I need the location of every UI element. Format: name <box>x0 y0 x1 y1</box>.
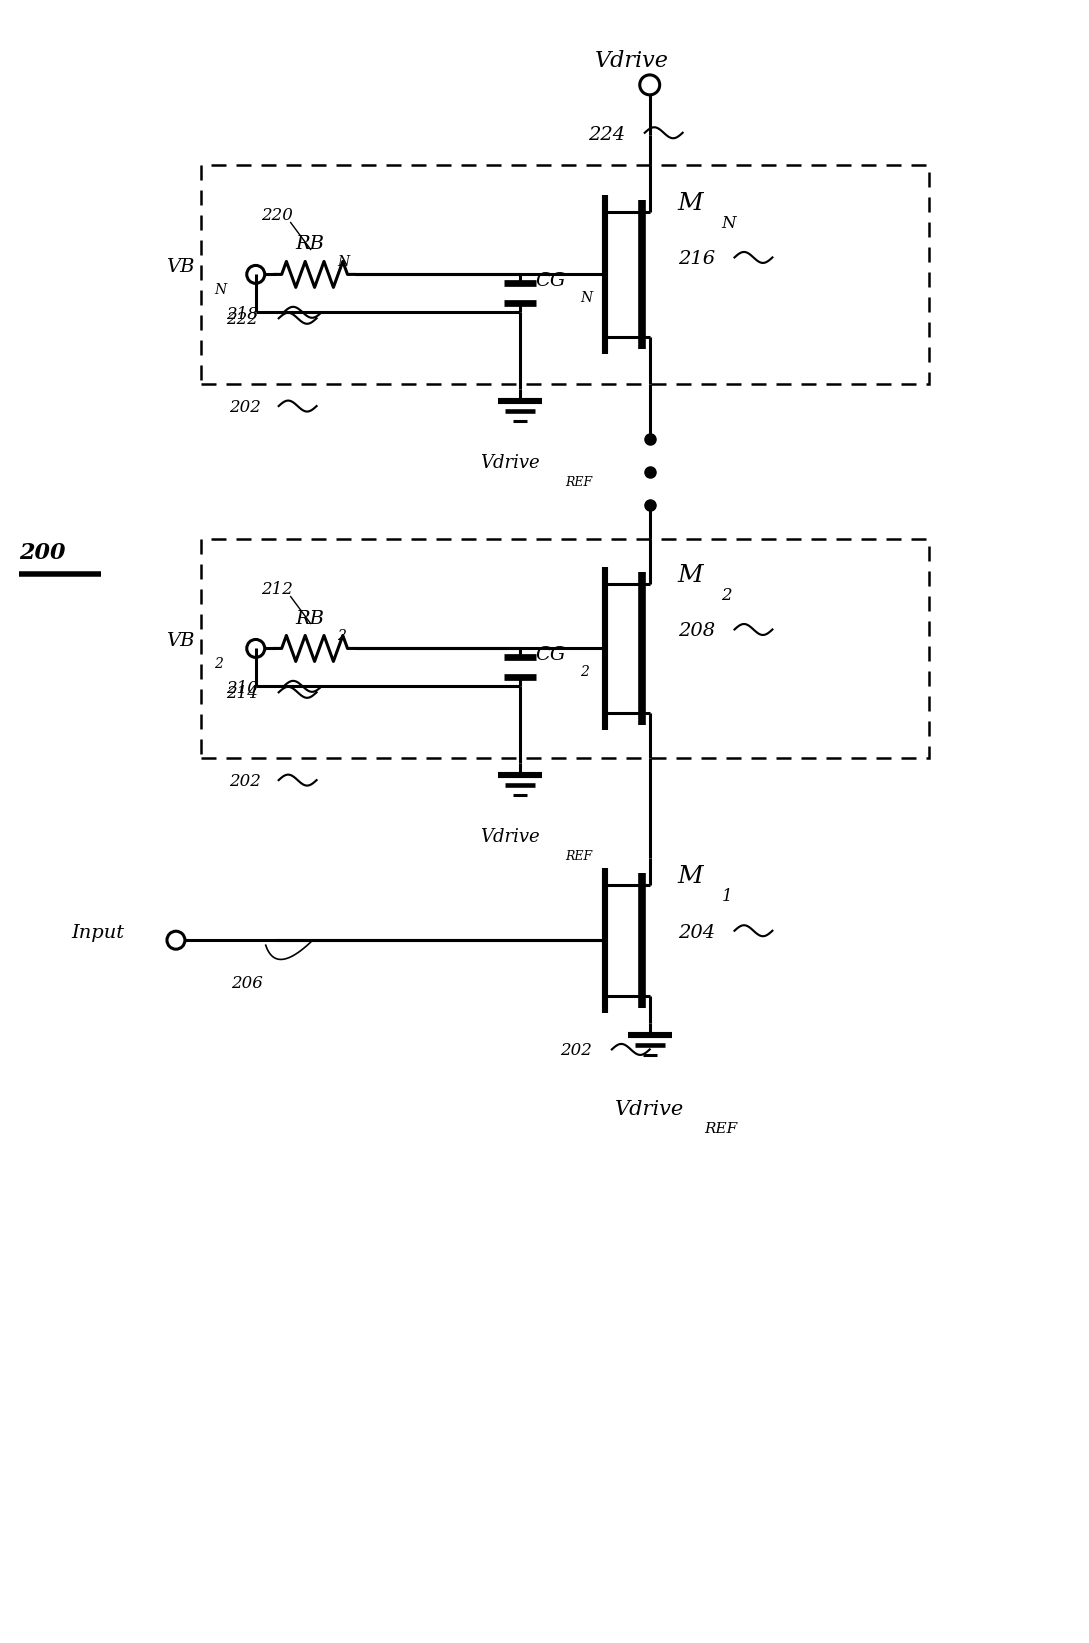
Text: Vdrive: Vdrive <box>615 1101 684 1119</box>
Text: 202: 202 <box>560 1042 591 1060</box>
Text: 218: 218 <box>225 306 258 324</box>
Text: CG: CG <box>535 646 565 664</box>
Bar <box>200 164 929 384</box>
Text: N: N <box>580 291 592 306</box>
Text: 210: 210 <box>225 680 258 697</box>
Text: 208: 208 <box>677 623 714 641</box>
Text: REF: REF <box>565 476 592 490</box>
Text: 204: 204 <box>677 923 714 941</box>
Text: CG: CG <box>535 273 565 291</box>
Text: RB: RB <box>295 235 325 253</box>
Text: 202: 202 <box>229 774 260 790</box>
Text: 214: 214 <box>225 685 258 702</box>
Text: 2: 2 <box>722 587 732 603</box>
Text: Input: Input <box>71 925 124 941</box>
Text: Vdrive: Vdrive <box>480 453 540 472</box>
Text: 206: 206 <box>231 974 262 992</box>
Text: 1: 1 <box>722 887 732 905</box>
Bar <box>200 539 929 757</box>
Text: 222: 222 <box>225 311 258 329</box>
Text: RB: RB <box>295 610 325 628</box>
Text: REF: REF <box>705 1122 738 1137</box>
Text: 2: 2 <box>213 657 223 672</box>
Text: 2: 2 <box>580 665 589 679</box>
Text: N: N <box>213 283 227 297</box>
Text: N: N <box>722 215 736 232</box>
Text: M: M <box>677 192 703 215</box>
Text: M: M <box>677 564 703 587</box>
Text: VB: VB <box>166 258 195 276</box>
Text: 216: 216 <box>677 250 714 268</box>
Text: N: N <box>338 255 350 269</box>
Text: 212: 212 <box>260 580 293 598</box>
Text: 224: 224 <box>588 127 625 143</box>
Text: 200: 200 <box>20 542 65 564</box>
Text: Vdrive: Vdrive <box>480 828 540 846</box>
Text: Vdrive: Vdrive <box>595 49 669 72</box>
Text: 202: 202 <box>229 399 260 416</box>
Text: M: M <box>677 864 703 887</box>
Text: 220: 220 <box>260 207 293 223</box>
Text: VB: VB <box>166 633 195 651</box>
Text: REF: REF <box>565 849 592 863</box>
Text: 2: 2 <box>338 629 346 644</box>
